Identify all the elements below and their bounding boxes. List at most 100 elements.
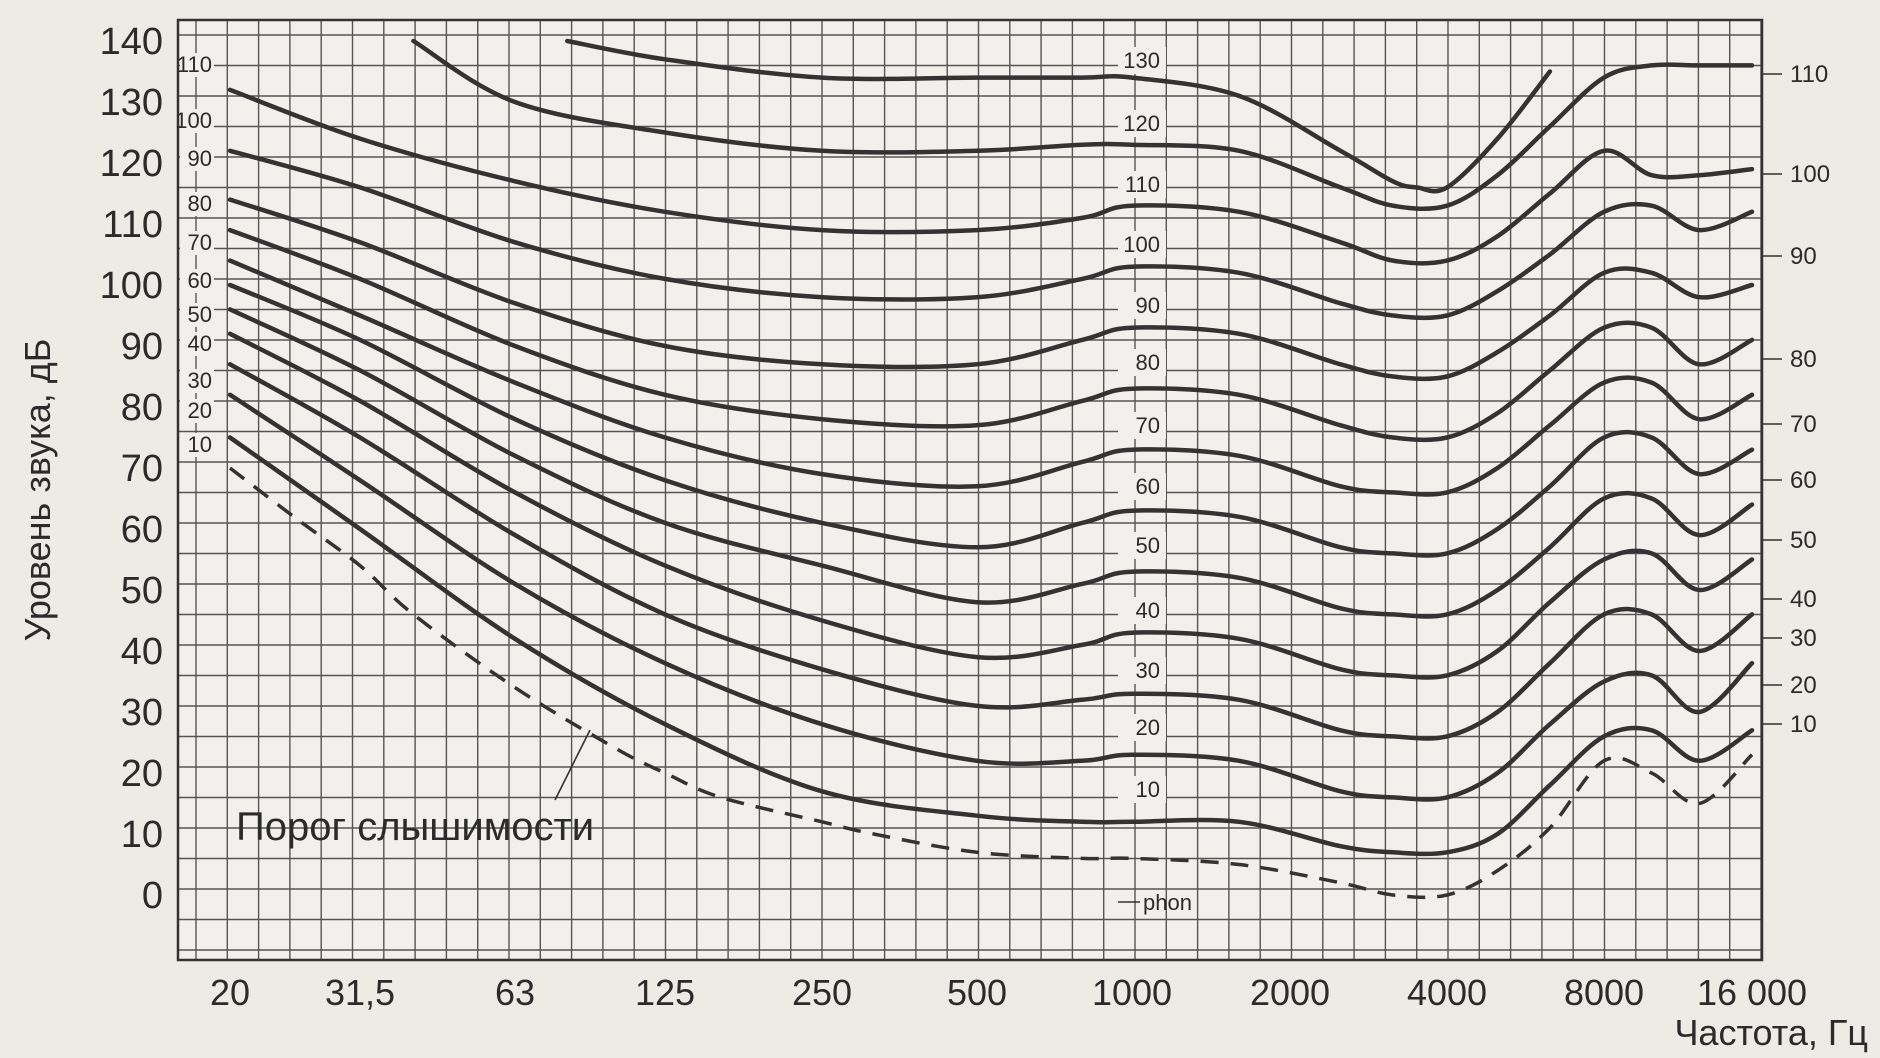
curve-label-mid: 20 <box>1136 715 1160 740</box>
x-tick-label: 250 <box>792 972 852 1013</box>
curve-label-left: 100 <box>175 108 212 133</box>
x-tick-label: 2000 <box>1250 972 1330 1013</box>
x-axis-label: Частота, Гц <box>1674 1012 1868 1053</box>
loudness-curve-10-phon <box>227 435 1755 857</box>
curve-label-mid: 50 <box>1136 533 1160 558</box>
curve-label-mid-bg <box>1118 714 1166 741</box>
y-tick-label: 110 <box>102 204 163 246</box>
curve-labels-left: 110 100 90 80 70 60 50 40 30 20 10 <box>175 52 214 457</box>
hearing-threshold-curve <box>228 466 1754 900</box>
curve-label-mid: 130 <box>1123 48 1160 73</box>
curve-label-mid: 60 <box>1136 474 1160 499</box>
curve-label-left: 80 <box>188 191 212 216</box>
loudness-curve-50-phon <box>227 307 1755 619</box>
curve-label-mid-bg <box>1118 231 1166 258</box>
curve-label-right: 20 <box>1790 672 1817 699</box>
curve-label-right: 10 <box>1790 711 1817 738</box>
curve-label-left-bg <box>180 303 214 327</box>
threshold-leader-line <box>554 729 591 801</box>
curve-label-mid: 80 <box>1136 350 1160 375</box>
x-tick-label: 63 <box>495 972 535 1013</box>
x-tick-label: 31,5 <box>325 972 395 1013</box>
curve-label-mid-bg <box>1118 657 1166 684</box>
curve-label-left: 10 <box>188 432 212 457</box>
curve-label-left: 60 <box>188 268 212 293</box>
y-tick-labels: 0 10 20 30 40 50 60 70 80 90 100 110 120 130 140 <box>100 21 163 917</box>
curve-labels-right: 110 100 90 80 70 60 50 40 30 20 10 <box>1762 61 1830 738</box>
curve-label-left: 50 <box>188 302 212 327</box>
y-tick-label: 80 <box>121 387 163 429</box>
loudness-curve-70-phon <box>227 258 1755 497</box>
loudness-curve-110-phon <box>227 87 1755 266</box>
y-tick-label: 100 <box>100 265 163 307</box>
y-tick-label: 70 <box>121 448 163 490</box>
curve-label-mid: 110 <box>1125 172 1160 197</box>
x-tick-label: 125 <box>635 972 695 1013</box>
curve-label-left: 30 <box>188 368 212 393</box>
curve-label-left: 110 <box>177 52 212 77</box>
loudness-curve-90-phon <box>227 197 1755 382</box>
curve-label-mid-bg <box>1118 776 1166 803</box>
y-tick-label: 50 <box>121 570 163 612</box>
plot-frame <box>176 18 1764 962</box>
curve-label-left-bg <box>180 399 214 423</box>
loudness-curve-130-phon <box>565 38 1553 194</box>
curve-label-right: 110 <box>1790 61 1828 88</box>
curve-label-left-bg <box>180 147 214 171</box>
curve-label-mid: 40 <box>1136 598 1160 623</box>
y-tick-label: 30 <box>121 692 163 734</box>
loudness-curve-40-phon <box>227 331 1755 680</box>
curve-label-left-bg <box>180 192 214 216</box>
curve-label-mid-bg <box>1118 171 1166 198</box>
curve-label-left-bg <box>180 369 214 393</box>
curve-label-mid: 10 <box>1136 777 1160 802</box>
curve-label-mid-bg <box>1118 412 1166 439</box>
x-tick-label: 500 <box>947 972 1007 1013</box>
loudness-curve-100-phon <box>227 148 1755 321</box>
curve-label-left-bg <box>180 269 214 293</box>
y-axis-label: Уровень звука, дБ <box>17 339 58 642</box>
curve-label-left: 70 <box>188 230 212 255</box>
loudness-curve-20-phon <box>227 392 1755 802</box>
x-tick-label: 8000 <box>1564 972 1644 1013</box>
curve-label-mid: 70 <box>1136 413 1160 438</box>
y-tick-label: 120 <box>100 143 163 185</box>
threshold-curve-group <box>228 466 1754 900</box>
curve-label-left: 40 <box>188 331 212 356</box>
curve-label-mid-bg <box>1118 349 1166 376</box>
y-tick-label: 10 <box>121 814 163 856</box>
curve-label-left-bg <box>180 231 214 255</box>
x-tick-label: 16 000 <box>1697 972 1807 1013</box>
y-tick-label: 0 <box>142 875 163 917</box>
curve-label-right: 100 <box>1790 161 1830 188</box>
curve-label-mid-bg <box>1118 292 1166 319</box>
curve-label-left-bg <box>180 109 214 133</box>
y-tick-label: 60 <box>121 509 163 551</box>
curve-label-mid-bg <box>1118 597 1166 624</box>
curve-label-left-bg <box>180 53 214 77</box>
curve-label-mid-bg <box>1118 47 1166 74</box>
curve-label-right: 60 <box>1790 467 1817 494</box>
x-tick-label: 20 <box>210 972 250 1013</box>
curve-label-right: 70 <box>1790 411 1817 438</box>
loudness-curve-120-phon <box>411 38 1755 211</box>
threshold-label: Порог слышимости <box>236 805 594 849</box>
y-tick-label: 20 <box>121 753 163 795</box>
curve-label-left: 90 <box>188 146 212 171</box>
x-tick-label: 4000 <box>1407 972 1487 1013</box>
curve-labels-mid: 130 120 110 100 90 80 70 60 50 40 30 20 10 <box>1118 47 1166 803</box>
curve-label-mid-bg <box>1118 532 1166 559</box>
curve-label-right: 50 <box>1790 527 1817 554</box>
loudness-curves <box>227 38 1755 857</box>
curve-label-mid: 120 <box>1123 111 1160 136</box>
phon-unit-label: phon <box>1143 890 1192 915</box>
curve-label-left-bg <box>180 332 214 356</box>
curve-label-right: 80 <box>1790 346 1817 373</box>
curve-label-right: 40 <box>1790 586 1817 613</box>
y-tick-label: 130 <box>100 82 163 124</box>
curve-label-mid-bg <box>1118 473 1166 500</box>
y-tick-label: 90 <box>121 326 163 368</box>
loudness-curve-60-phon <box>227 282 1755 558</box>
curve-label-left: 20 <box>188 398 212 423</box>
